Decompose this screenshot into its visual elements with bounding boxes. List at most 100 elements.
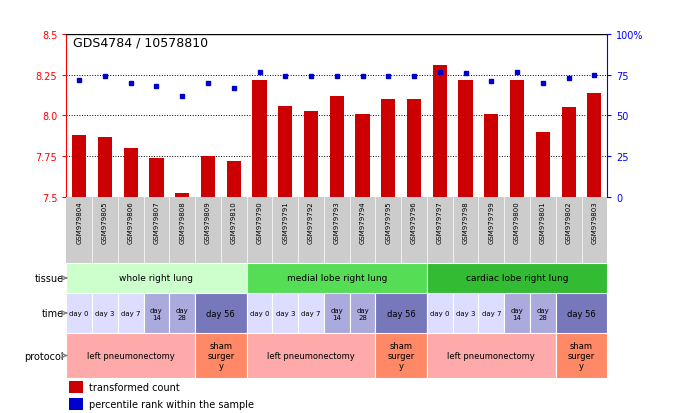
Bar: [381, 100, 395, 197]
Text: GSM979802: GSM979802: [565, 201, 572, 243]
Text: day 3: day 3: [95, 310, 114, 316]
Bar: [253, 81, 267, 197]
Bar: [298, 293, 324, 334]
Bar: [556, 334, 607, 378]
Bar: [246, 334, 376, 378]
Text: GSM979808: GSM979808: [179, 201, 185, 243]
Bar: [69, 398, 82, 410]
Text: left pneumonectomy: left pneumonectomy: [447, 351, 535, 360]
Bar: [195, 334, 246, 378]
Bar: [556, 293, 607, 334]
Bar: [350, 293, 376, 334]
Bar: [279, 107, 292, 197]
Bar: [72, 135, 87, 197]
Text: GSM979809: GSM979809: [205, 201, 211, 243]
Text: left pneumonectomy: left pneumonectomy: [267, 351, 355, 360]
Text: sham
surger
y: sham surger y: [387, 341, 415, 370]
Bar: [453, 293, 478, 334]
Bar: [427, 334, 556, 378]
Text: day 56: day 56: [387, 309, 415, 318]
Text: GDS4784 / 10578810: GDS4784 / 10578810: [73, 36, 209, 49]
Text: GSM979796: GSM979796: [411, 201, 417, 243]
Bar: [530, 293, 556, 334]
Bar: [66, 263, 246, 293]
Bar: [478, 293, 504, 334]
Text: day
28: day 28: [356, 307, 369, 320]
Text: day 0: day 0: [430, 310, 450, 316]
Bar: [561, 108, 576, 197]
Bar: [427, 293, 453, 334]
Text: day 0: day 0: [250, 310, 269, 316]
Text: day 56: day 56: [567, 309, 596, 318]
Bar: [433, 66, 447, 197]
Text: GSM979801: GSM979801: [540, 201, 546, 243]
Text: day 7: day 7: [121, 310, 140, 316]
Text: day
28: day 28: [176, 307, 188, 320]
Bar: [118, 293, 144, 334]
Bar: [324, 293, 350, 334]
Text: left pneumonectomy: left pneumonectomy: [87, 351, 174, 360]
Text: tissue: tissue: [35, 273, 64, 283]
Text: day
28: day 28: [537, 307, 549, 320]
Text: transformed count: transformed count: [89, 382, 180, 392]
Text: day
14: day 14: [511, 307, 524, 320]
Text: GSM979797: GSM979797: [437, 201, 443, 243]
Bar: [195, 293, 246, 334]
Text: day 0: day 0: [69, 310, 89, 316]
Text: GSM979792: GSM979792: [308, 201, 314, 243]
Bar: [376, 334, 427, 378]
Text: GSM979793: GSM979793: [334, 201, 340, 243]
Text: GSM979800: GSM979800: [514, 201, 520, 243]
Text: GSM979806: GSM979806: [128, 201, 134, 243]
Bar: [227, 161, 241, 197]
Text: medial lobe right lung: medial lobe right lung: [287, 274, 387, 283]
Text: sham
surger
y: sham surger y: [568, 341, 595, 370]
Bar: [92, 293, 118, 334]
Bar: [246, 263, 427, 293]
Bar: [587, 93, 602, 197]
Bar: [484, 114, 498, 197]
Text: GSM979805: GSM979805: [102, 201, 108, 243]
Bar: [144, 293, 170, 334]
Text: GSM979790: GSM979790: [256, 201, 262, 243]
Text: GSM979799: GSM979799: [489, 201, 494, 243]
Text: GSM979810: GSM979810: [231, 201, 237, 243]
Text: GSM979791: GSM979791: [282, 201, 288, 243]
Bar: [98, 137, 112, 197]
Bar: [170, 293, 195, 334]
Bar: [304, 111, 318, 197]
Bar: [201, 157, 215, 197]
Text: percentile rank within the sample: percentile rank within the sample: [89, 399, 254, 408]
Bar: [69, 381, 82, 393]
Bar: [124, 149, 138, 197]
Text: day 7: day 7: [302, 310, 321, 316]
Bar: [272, 293, 298, 334]
Text: GSM979803: GSM979803: [591, 201, 597, 243]
Text: day
14: day 14: [330, 307, 343, 320]
Text: GSM979794: GSM979794: [359, 201, 366, 243]
Text: day 7: day 7: [482, 310, 501, 316]
Bar: [376, 293, 427, 334]
Text: day 3: day 3: [276, 310, 295, 316]
Text: GSM979807: GSM979807: [154, 201, 159, 243]
Bar: [536, 133, 550, 197]
Text: sham
surger
y: sham surger y: [207, 341, 235, 370]
Bar: [66, 293, 92, 334]
Text: day
14: day 14: [150, 307, 163, 320]
Text: whole right lung: whole right lung: [119, 274, 193, 283]
Bar: [246, 293, 272, 334]
Bar: [329, 97, 344, 197]
Bar: [510, 81, 524, 197]
Bar: [407, 100, 421, 197]
Bar: [149, 158, 163, 197]
Bar: [459, 81, 473, 197]
Bar: [427, 263, 607, 293]
Text: time: time: [42, 309, 64, 318]
Bar: [175, 194, 189, 197]
Text: GSM979804: GSM979804: [76, 201, 82, 243]
Bar: [504, 293, 530, 334]
Bar: [66, 334, 195, 378]
Bar: [355, 114, 370, 197]
Text: cardiac lobe right lung: cardiac lobe right lung: [466, 274, 568, 283]
Text: GSM979798: GSM979798: [463, 201, 468, 243]
